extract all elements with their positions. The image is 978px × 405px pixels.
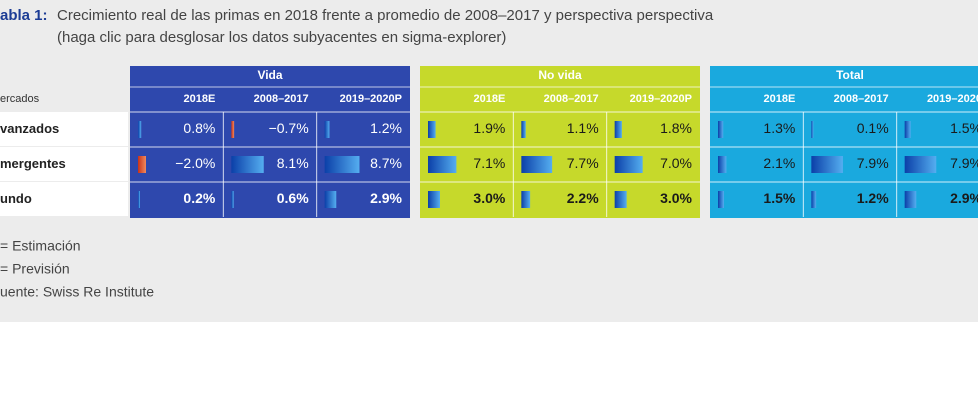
data-bar (428, 191, 440, 208)
note: = Estimación (0, 238, 81, 254)
cell-value: 2.9% (950, 190, 978, 206)
column-header: 2018E (474, 93, 506, 105)
row-label-cell (0, 182, 128, 216)
data-bar (324, 191, 337, 208)
cell-value: 7.9% (950, 155, 978, 171)
cell-value: 3.0% (660, 190, 692, 206)
row-header: ercados (0, 93, 40, 105)
note: uente: Swiss Re Institute (0, 284, 154, 300)
data-bar (138, 121, 142, 138)
data-bar (324, 156, 360, 173)
cell-value: −2.0% (175, 155, 215, 171)
cell-value: 1.5% (950, 120, 978, 136)
data-bar (904, 191, 917, 208)
data-bar (231, 156, 264, 173)
group-panel (710, 66, 978, 218)
cell-value: 7.1% (473, 155, 505, 171)
cell-value: 1.2% (857, 190, 889, 206)
column-header: 2019–2020P (630, 93, 692, 105)
cell-value: 2.1% (763, 155, 795, 171)
cell-value: 0.6% (277, 190, 309, 206)
group-panel (420, 66, 700, 218)
data-bar (138, 191, 140, 208)
data-bar (614, 156, 643, 173)
group-name: Vida (257, 68, 282, 82)
column-header: 2008–2017 (544, 93, 599, 105)
data-bar (521, 191, 531, 208)
column-header: 2018E (764, 93, 796, 105)
cell-value: 1.3% (763, 120, 795, 136)
group-name: Total (836, 68, 864, 82)
data-bar (904, 156, 937, 173)
cell-value: −0.7% (269, 120, 309, 136)
column-header: 2019–2020P (340, 93, 402, 105)
cell-value: 8.1% (277, 155, 309, 171)
column-header: 2019–2020 (927, 93, 978, 105)
row-label: vanzados (0, 121, 59, 136)
data-bar (231, 121, 235, 138)
group-panel (130, 66, 410, 218)
cell-value: 1.2% (370, 120, 402, 136)
cell-value: 0.1% (857, 120, 889, 136)
cell-value: 7.0% (660, 155, 692, 171)
cell-value: 2.9% (370, 190, 402, 206)
data-bar (521, 121, 526, 138)
data-bar (811, 156, 843, 173)
column-header: 2018E (184, 93, 216, 105)
title: Crecimiento real de las primas en 2018 f… (57, 7, 714, 24)
cell-value: 0.2% (183, 190, 215, 206)
note: = Previsión (0, 261, 70, 277)
data-bar (428, 156, 457, 173)
cell-value: 1.1% (567, 120, 599, 136)
data-bar (428, 121, 436, 138)
data-bar (718, 156, 727, 173)
cell-value: 2.2% (567, 190, 599, 206)
data-bar (231, 191, 234, 208)
cell-value: 8.7% (370, 155, 402, 171)
row-label: undo (0, 191, 32, 206)
cell-value: 7.9% (857, 155, 889, 171)
cell-value: 7.7% (567, 155, 599, 171)
data-bar (811, 121, 814, 138)
cell-value: 3.0% (473, 190, 505, 206)
row-label-cell (0, 112, 128, 146)
cell-value: 0.8% (183, 120, 215, 136)
cell-value: 1.9% (473, 120, 505, 136)
row-label: mergentes (0, 156, 66, 171)
data-bar (138, 156, 146, 173)
column-header: 2008–2017 (254, 93, 309, 105)
data-bar (718, 191, 724, 208)
cell-value: 1.5% (763, 190, 795, 206)
data-bar (904, 121, 911, 138)
data-bar (718, 121, 724, 138)
table-label: abla 1: (0, 7, 48, 24)
data-bar (521, 156, 553, 173)
data-bar (614, 191, 627, 208)
data-bar (614, 121, 622, 138)
group-name: No vida (538, 68, 582, 82)
column-header: 2008–2017 (834, 93, 889, 105)
row-label-cell (0, 147, 128, 181)
subtitle: (haga clic para desglosar los datos suby… (57, 29, 506, 46)
data-bar (811, 191, 817, 208)
data-bar (324, 121, 330, 138)
cell-value: 1.8% (660, 120, 692, 136)
